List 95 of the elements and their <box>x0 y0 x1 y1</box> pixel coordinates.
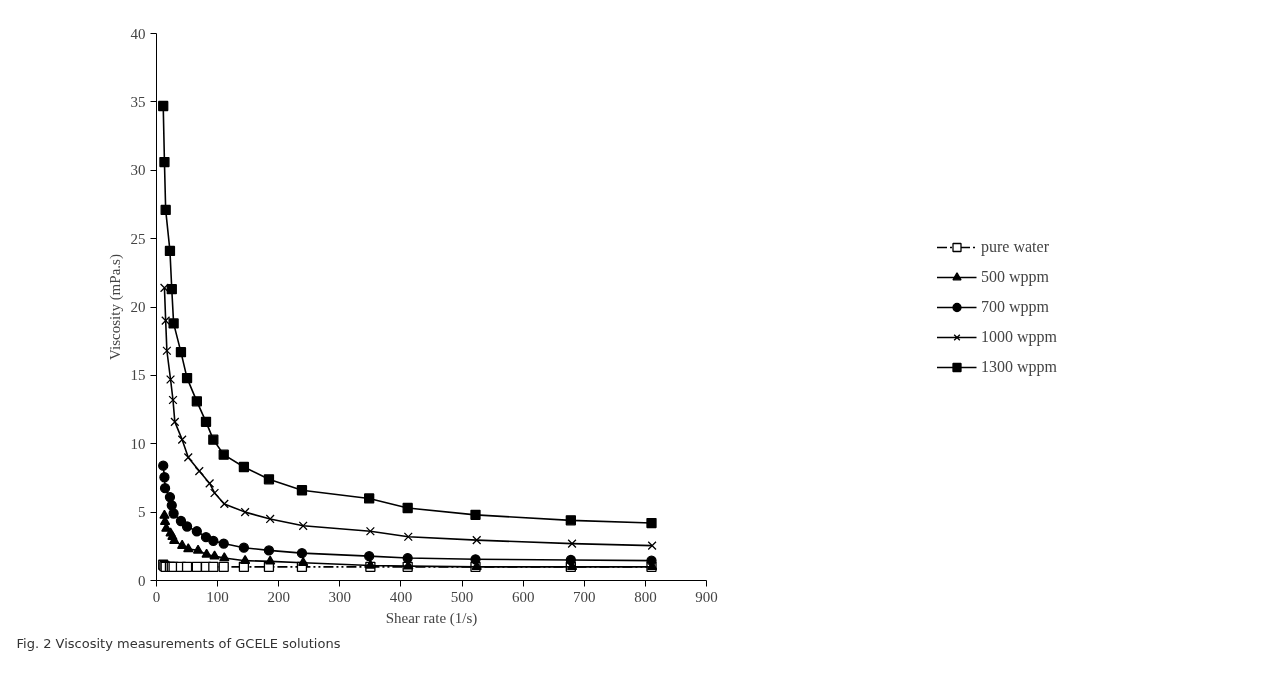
x-tick-label: 500 <box>450 588 474 605</box>
point <box>219 552 230 562</box>
point <box>201 548 212 558</box>
y-axis-title: Viscosity (mPa.s) <box>106 254 124 360</box>
point <box>209 550 220 560</box>
point <box>296 548 308 559</box>
point <box>159 156 170 168</box>
point <box>565 515 576 526</box>
point <box>160 204 171 216</box>
point <box>403 532 413 542</box>
point <box>218 538 229 549</box>
point <box>166 284 177 295</box>
x-tick-label: 600 <box>511 588 535 605</box>
point <box>194 466 204 476</box>
point <box>364 551 375 562</box>
point <box>161 316 171 326</box>
point <box>265 514 275 524</box>
point <box>168 318 179 329</box>
y-tick-label: 15 <box>130 367 146 384</box>
point <box>565 554 576 566</box>
point <box>298 521 308 531</box>
point <box>168 508 179 519</box>
point <box>205 478 215 488</box>
point <box>177 435 187 445</box>
point <box>364 493 375 504</box>
x-axis-title: Shear rate (1/s) <box>385 609 478 627</box>
point <box>240 507 250 517</box>
legend-label: pure water <box>981 237 1049 256</box>
point <box>646 517 657 529</box>
point <box>239 554 251 564</box>
y-tick-label: 5 <box>138 504 146 521</box>
y-tick-label: 20 <box>130 299 146 315</box>
caption: Fig. 2 Viscosity measurements of GCELE solutions <box>16 635 341 651</box>
point <box>162 346 172 356</box>
y-tick-label: 30 <box>130 162 146 179</box>
point <box>181 521 193 532</box>
point <box>164 491 176 503</box>
point <box>208 561 219 572</box>
point <box>208 535 219 546</box>
point <box>166 500 177 511</box>
point <box>365 526 375 536</box>
point <box>567 539 577 549</box>
point <box>183 543 194 553</box>
point <box>265 555 276 565</box>
legend-label: 500 wppm <box>981 267 1049 286</box>
point <box>208 434 219 445</box>
point <box>159 283 169 293</box>
legend-label: 700 wppm <box>981 297 1049 316</box>
point <box>183 452 193 462</box>
x-tick-label: 200 <box>267 588 290 605</box>
point <box>191 396 202 407</box>
point <box>166 374 176 385</box>
point <box>158 100 169 112</box>
y-tick-label: 35 <box>130 93 146 110</box>
x-tick-label: 400 <box>389 588 413 605</box>
point <box>164 245 176 257</box>
point <box>159 483 171 494</box>
point <box>296 485 308 496</box>
point <box>263 474 275 485</box>
point <box>218 561 229 572</box>
point <box>175 346 187 358</box>
legend-label: 1300 wppm <box>981 357 1057 376</box>
x-tick-label: 900 <box>695 588 718 605</box>
point <box>263 545 275 556</box>
y-tick-label: 40 <box>130 25 146 42</box>
point <box>472 535 482 545</box>
point <box>219 499 229 509</box>
x-tick-label: 700 <box>573 588 596 605</box>
point <box>647 541 657 551</box>
point <box>170 417 180 427</box>
point <box>181 561 193 572</box>
x-tick-label: 300 <box>328 588 352 605</box>
point <box>210 488 220 498</box>
point <box>470 554 481 565</box>
point <box>158 460 169 471</box>
y-tick-label: 25 <box>130 230 146 247</box>
legend-label: 1000 wppm <box>981 327 1057 346</box>
point <box>169 535 180 545</box>
point <box>181 372 193 384</box>
y-tick-label: 0 <box>138 572 146 589</box>
x-tick-label: 800 <box>634 588 657 605</box>
point <box>402 502 413 514</box>
y-tick-label: 10 <box>130 435 146 452</box>
point <box>191 526 202 537</box>
x-tick-label: 0 <box>152 588 161 605</box>
point <box>218 449 229 460</box>
point <box>238 461 250 473</box>
point <box>159 472 170 483</box>
point <box>192 544 204 554</box>
point <box>238 542 250 553</box>
point <box>168 395 178 405</box>
point <box>646 555 657 566</box>
point <box>470 509 481 521</box>
point <box>200 416 212 428</box>
x-tick-label: 100 <box>206 588 229 605</box>
